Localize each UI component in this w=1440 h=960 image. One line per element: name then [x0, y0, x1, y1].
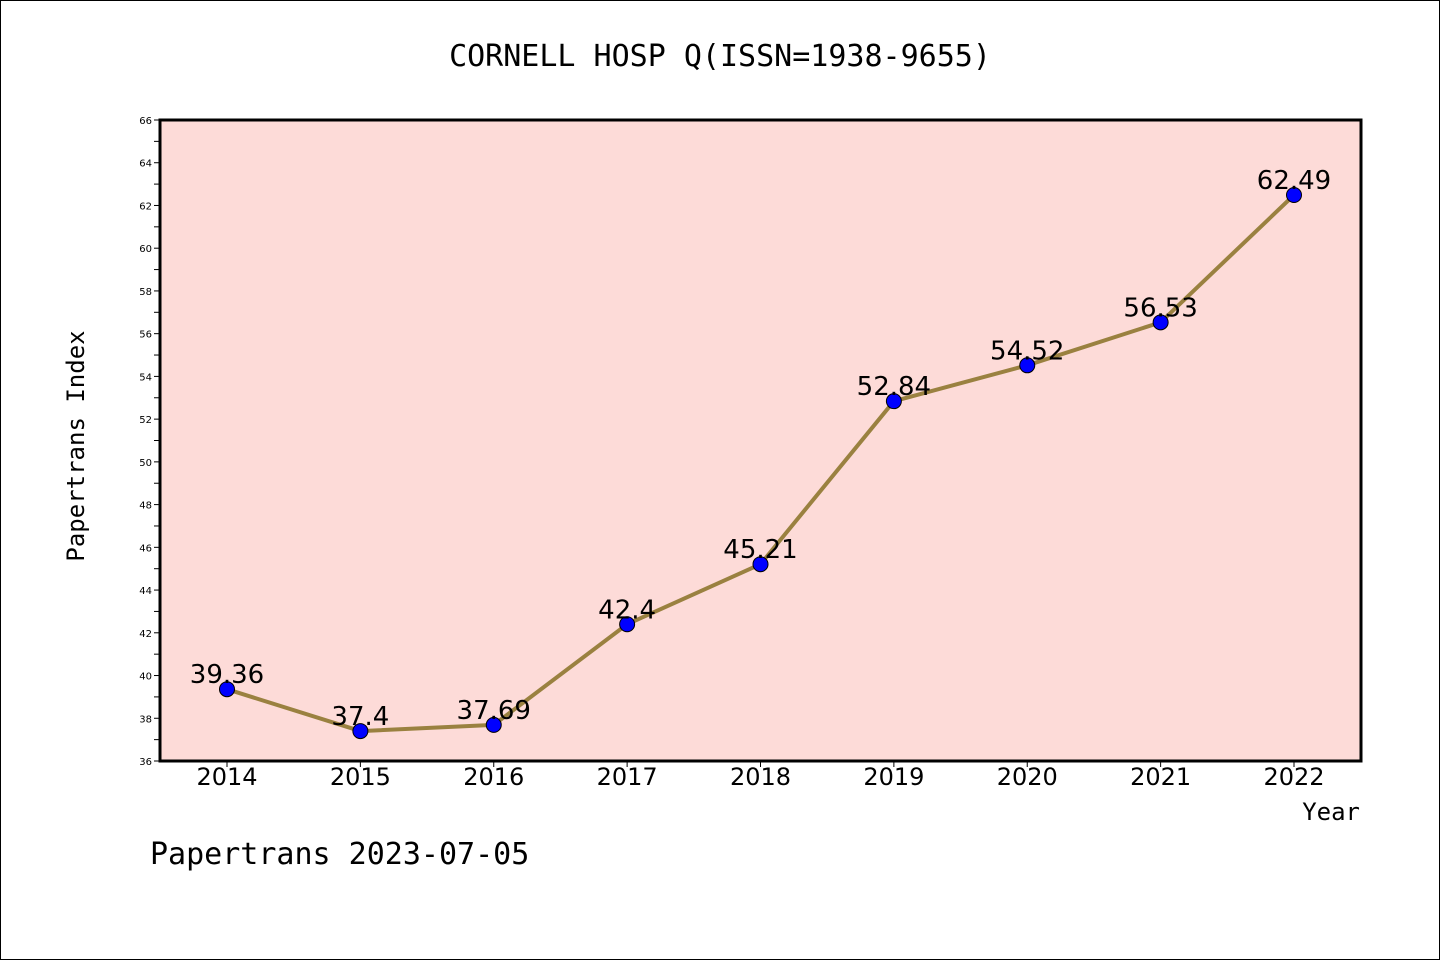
x-axis-label: Year — [1302, 798, 1360, 826]
data-label: 39.36 — [190, 660, 264, 690]
y-tick-label: 38 — [139, 714, 152, 725]
data-points — [219, 186, 1302, 740]
data-point — [619, 616, 636, 633]
y-tick-label: 40 — [139, 672, 152, 683]
x-tick-label: 2014 — [196, 763, 257, 791]
data-point — [1286, 186, 1302, 203]
y-tick-label: 62 — [139, 201, 152, 212]
y-tick-label: 60 — [139, 244, 152, 255]
x-tick-label: 2016 — [463, 763, 524, 791]
y-tick-label: 56 — [139, 330, 152, 341]
y-tick-label: 66 — [139, 116, 152, 127]
y-axis: 36 38 40 42 44 46 48 50 52 54 56 58 60 62 64 66 — [139, 116, 160, 768]
data-label: 56.53 — [1123, 293, 1197, 323]
y-tick-label: 46 — [139, 543, 152, 554]
data-point — [885, 393, 902, 410]
data-label: 54.52 — [990, 336, 1064, 366]
y-tick-label: 36 — [139, 757, 152, 768]
data-label: 42.4 — [598, 595, 656, 625]
y-tick-label: 52 — [139, 415, 152, 426]
data-label: 45.21 — [723, 535, 797, 565]
data-label: 62.49 — [1257, 166, 1331, 196]
data-label: 52.84 — [857, 372, 931, 402]
x-tick-label: 2019 — [863, 763, 924, 791]
footer-text: Papertrans 2023-07-05 — [150, 837, 529, 872]
y-tick-label: 58 — [139, 287, 152, 298]
data-labels: 39.36 37.4 37.69 42.4 45.21 52.84 54.52 56.53 62… — [190, 166, 1331, 732]
data-point — [485, 716, 502, 733]
plot-area — [160, 120, 1361, 761]
data-label: 37.69 — [457, 696, 531, 726]
y-axis-label: Papertrans Index — [62, 330, 90, 561]
data-point — [1019, 357, 1036, 374]
y-tick-label: 42 — [139, 629, 152, 640]
y-tick-label: 54 — [139, 372, 152, 383]
x-tick-label: 2022 — [1263, 763, 1324, 791]
x-tick-label: 2021 — [1130, 763, 1191, 791]
data-label: 37.4 — [331, 702, 389, 732]
y-tick-label: 48 — [139, 501, 152, 512]
x-tick-label: 2020 — [997, 763, 1058, 791]
data-point — [1152, 314, 1169, 331]
x-tick-label: 2015 — [330, 763, 391, 791]
chart-title: CORNELL HOSP Q(ISSN=1938-9655) — [449, 39, 991, 74]
x-axis: 2014 2015 2016 2017 2018 2019 2020 2021 2022 — [196, 761, 1325, 791]
data-point — [219, 681, 235, 698]
data-point — [752, 556, 769, 573]
x-tick-label: 2017 — [597, 763, 658, 791]
data-point — [352, 723, 369, 740]
y-tick-label: 44 — [139, 586, 152, 597]
y-tick-label: 50 — [139, 458, 152, 469]
plot-border — [158, 118, 1363, 763]
y-tick-label: 64 — [139, 159, 152, 170]
x-tick-label: 2018 — [730, 763, 791, 791]
